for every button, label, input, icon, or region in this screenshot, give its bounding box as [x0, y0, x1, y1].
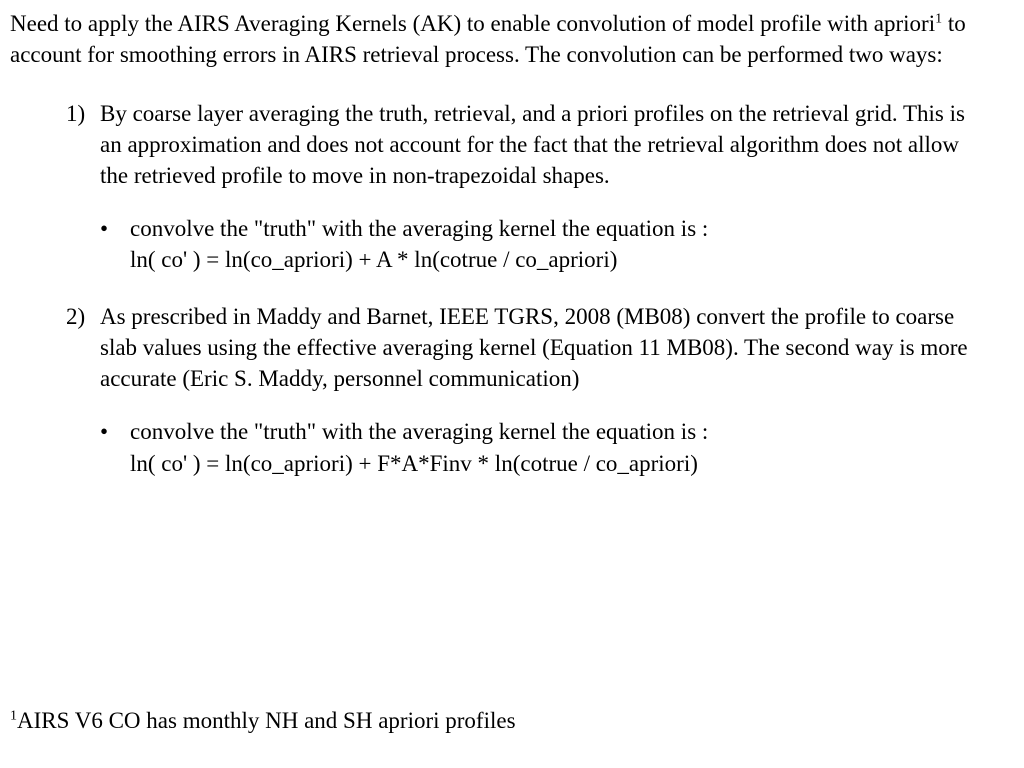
bullet-line: convolve the "truth" with the averaging …: [130, 213, 990, 244]
footnote-text: AIRS V6 CO has monthly NH and SH apriori…: [17, 708, 516, 733]
bullet-line: convolve the "truth" with the averaging …: [130, 416, 990, 447]
item-number: 2): [66, 301, 100, 394]
item-number: 1): [66, 98, 100, 191]
bullet-equation: ln( co' ) = ln(co_apriori) + F*A*Finv * …: [130, 448, 990, 479]
page: Need to apply the AIRS Averaging Kernels…: [0, 0, 1024, 768]
list-item: 2) As prescribed in Maddy and Barnet, IE…: [66, 301, 990, 478]
bullet-equation: ln( co' ) = ln(co_apriori) + A * ln(cotr…: [130, 244, 990, 275]
bullet-block: • convolve the "truth" with the averagin…: [100, 416, 990, 478]
bullet-mark: •: [100, 213, 130, 275]
intro-paragraph: Need to apply the AIRS Averaging Kernels…: [10, 8, 1010, 70]
intro-pre: Need to apply the AIRS Averaging Kernels…: [10, 11, 935, 36]
footnote: 1AIRS V6 CO has monthly NH and SH aprior…: [10, 706, 516, 736]
bullet-body: convolve the "truth" with the averaging …: [130, 213, 990, 275]
bullet-mark: •: [100, 416, 130, 478]
item-body: As prescribed in Maddy and Barnet, IEEE …: [100, 301, 990, 394]
bullet-block: • convolve the "truth" with the averagin…: [100, 213, 990, 275]
footnote-superscript: 1: [10, 708, 17, 723]
item-body: By coarse layer averaging the truth, ret…: [100, 98, 990, 191]
ordered-list: 1) By coarse layer averaging the truth, …: [66, 98, 990, 478]
list-item: 1) By coarse layer averaging the truth, …: [66, 98, 990, 275]
bullet-body: convolve the "truth" with the averaging …: [130, 416, 990, 478]
